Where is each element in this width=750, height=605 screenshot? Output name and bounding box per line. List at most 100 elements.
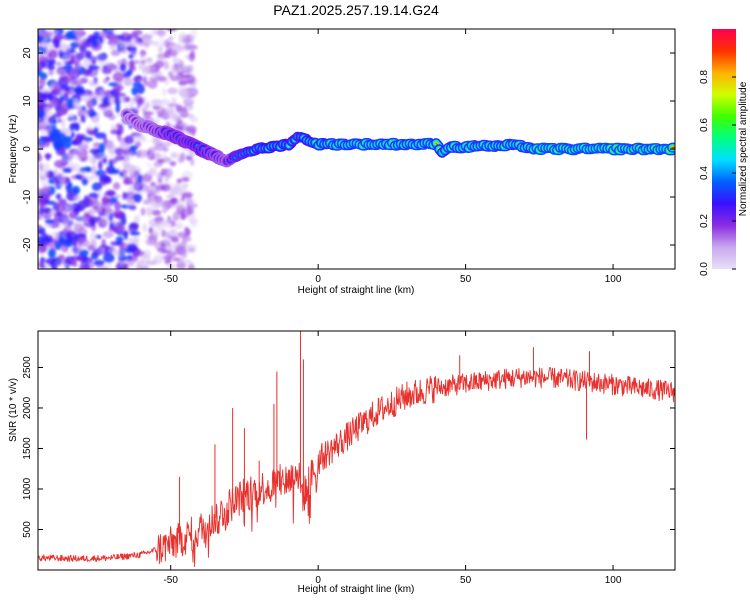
noise-blob — [94, 260, 105, 266]
noise-blob — [65, 231, 77, 239]
noise-blob — [156, 75, 162, 80]
colorbar-tick-label: 0.8 — [699, 70, 710, 84]
noise-blob — [70, 247, 81, 255]
spectrogram-xlabel: Height of straight line (km) — [298, 285, 415, 296]
noise-blob — [94, 153, 100, 159]
noise-blob — [103, 253, 115, 263]
noise-blob — [76, 37, 86, 43]
noise-blob — [170, 97, 176, 102]
noise-blob — [122, 192, 127, 200]
noise-blob — [71, 260, 77, 267]
noise-blob — [69, 59, 80, 65]
noise-blob — [74, 77, 82, 83]
noise-blob — [45, 219, 55, 224]
figure-title: PAZ1.2025.257.19.14.G24 — [273, 2, 439, 18]
noise-blob — [74, 196, 80, 201]
noise-blob — [67, 98, 74, 108]
noise-blob — [145, 42, 149, 49]
snr-xlabel: Height of straight line (km) — [298, 584, 415, 595]
noise-blob — [153, 198, 165, 207]
noise-blob — [54, 261, 61, 267]
colorbar-tick-label: 0.4 — [699, 166, 710, 180]
noise-blob — [140, 60, 146, 64]
noise-blob — [165, 231, 170, 238]
noise-blob — [129, 39, 138, 49]
noise-blob — [67, 182, 73, 189]
noise-blob — [181, 239, 187, 248]
spectrogram-xtick-label: 0 — [315, 274, 321, 285]
noise-blob — [82, 93, 91, 102]
spectrogram-ridge — [127, 114, 676, 161]
snr-xtick-label: -50 — [163, 575, 178, 586]
noise-blob — [154, 217, 163, 221]
noise-blob — [157, 159, 165, 163]
noise-blob — [170, 153, 181, 157]
noise-blob — [72, 190, 80, 195]
noise-blob — [136, 264, 141, 272]
noise-blob — [137, 98, 144, 106]
noise-blob — [55, 203, 66, 212]
noise-blob — [116, 104, 121, 113]
noise-blob — [82, 178, 88, 185]
noise-blob — [60, 95, 65, 102]
noise-blob — [183, 99, 194, 106]
noise-blob — [157, 172, 164, 180]
noise-blob — [85, 50, 90, 59]
noise-blob — [96, 95, 102, 100]
snr-xtick-label: 50 — [460, 575, 472, 586]
noise-blob — [149, 167, 157, 177]
spectrogram-noise — [32, 26, 198, 273]
noise-blob — [106, 140, 114, 147]
noise-blob — [83, 71, 89, 77]
noise-blob — [164, 50, 171, 58]
snr-ylabel: SNR (10 * v/v) — [8, 378, 19, 442]
noise-blob — [176, 200, 186, 209]
noise-blob — [105, 208, 109, 215]
noise-blob — [54, 216, 59, 222]
noise-blob — [128, 169, 134, 175]
noise-blob — [184, 65, 192, 74]
noise-blob — [52, 113, 62, 118]
noise-blob — [109, 222, 114, 229]
noise-blob — [111, 38, 122, 43]
noise-blob — [36, 35, 43, 43]
noise-blob — [170, 114, 181, 124]
spectrogram-ytick-label: -20 — [22, 237, 33, 252]
noise-blob — [167, 87, 177, 94]
noise-blob — [45, 235, 53, 243]
noise-blob — [101, 239, 106, 249]
snr-ytick-label: 500 — [22, 521, 33, 538]
noise-blob — [145, 239, 154, 246]
noise-blob — [113, 182, 120, 190]
noise-blob — [103, 192, 107, 202]
noise-blob — [61, 154, 72, 163]
noise-blob — [61, 118, 66, 128]
noise-blob — [70, 220, 77, 225]
noise-blob — [131, 87, 138, 96]
spectrogram-heatmap — [32, 26, 675, 273]
noise-blob — [190, 117, 199, 122]
noise-blob — [36, 212, 41, 217]
noise-blob — [124, 135, 134, 144]
noise-blob — [122, 217, 126, 225]
noise-blob — [153, 255, 163, 264]
noise-blob — [167, 170, 172, 176]
noise-blob — [73, 99, 81, 107]
noise-blob — [106, 76, 111, 81]
noise-blob — [124, 40, 130, 45]
noise-blob — [92, 60, 97, 66]
noise-blob — [148, 227, 153, 234]
noise-blob — [134, 250, 145, 256]
noise-blob — [44, 142, 49, 147]
noise-blob — [55, 62, 61, 67]
noise-blob — [140, 55, 144, 59]
noise-blob — [186, 199, 196, 204]
noise-blob — [137, 149, 146, 159]
noise-blob — [176, 258, 180, 262]
noise-blob — [130, 232, 140, 236]
noise-blob — [75, 206, 85, 212]
noise-blob — [113, 72, 125, 82]
noise-blob — [147, 151, 155, 161]
noise-blob — [142, 223, 147, 232]
